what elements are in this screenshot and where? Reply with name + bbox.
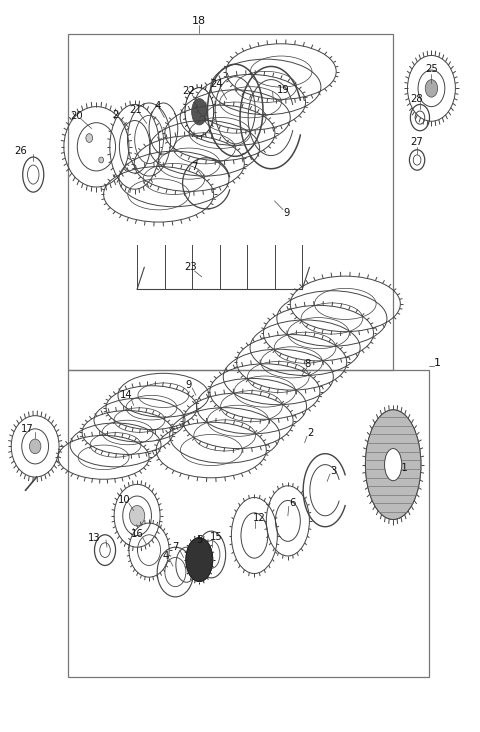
Ellipse shape — [86, 134, 93, 143]
Text: 10: 10 — [118, 496, 130, 505]
Text: 17: 17 — [21, 424, 34, 434]
Text: 21: 21 — [129, 105, 142, 115]
Ellipse shape — [365, 410, 421, 520]
Text: 14: 14 — [120, 390, 132, 400]
Text: 28: 28 — [410, 94, 422, 104]
Text: 9: 9 — [284, 208, 290, 217]
Text: 24: 24 — [210, 79, 222, 89]
Ellipse shape — [192, 99, 207, 125]
Text: 26: 26 — [14, 146, 27, 156]
Text: 2: 2 — [112, 110, 119, 119]
Text: 4: 4 — [155, 101, 161, 111]
Text: 7: 7 — [173, 542, 179, 552]
Text: 20: 20 — [70, 111, 83, 121]
Text: 3: 3 — [331, 466, 337, 477]
Text: 18: 18 — [192, 16, 206, 26]
Text: 9: 9 — [185, 380, 192, 390]
Text: 25: 25 — [425, 64, 438, 75]
Ellipse shape — [186, 538, 213, 581]
Text: 15: 15 — [210, 532, 222, 542]
Text: 16: 16 — [131, 529, 144, 539]
Ellipse shape — [130, 506, 145, 526]
Text: 23: 23 — [184, 262, 197, 272]
Text: 1: 1 — [434, 358, 441, 368]
Text: 27: 27 — [411, 138, 423, 147]
Text: 13: 13 — [88, 533, 101, 542]
Ellipse shape — [99, 157, 104, 163]
Text: 7: 7 — [191, 163, 197, 172]
Text: 19: 19 — [276, 85, 289, 95]
Text: 11: 11 — [396, 463, 409, 474]
Text: 6: 6 — [289, 498, 296, 508]
Text: 8: 8 — [304, 359, 310, 369]
Text: 4: 4 — [162, 551, 168, 561]
Text: 22: 22 — [182, 86, 195, 97]
Ellipse shape — [384, 449, 402, 481]
Ellipse shape — [425, 80, 438, 97]
Text: 12: 12 — [253, 513, 265, 523]
Text: 2: 2 — [308, 428, 314, 438]
Ellipse shape — [29, 439, 41, 454]
Text: 5: 5 — [196, 535, 203, 545]
